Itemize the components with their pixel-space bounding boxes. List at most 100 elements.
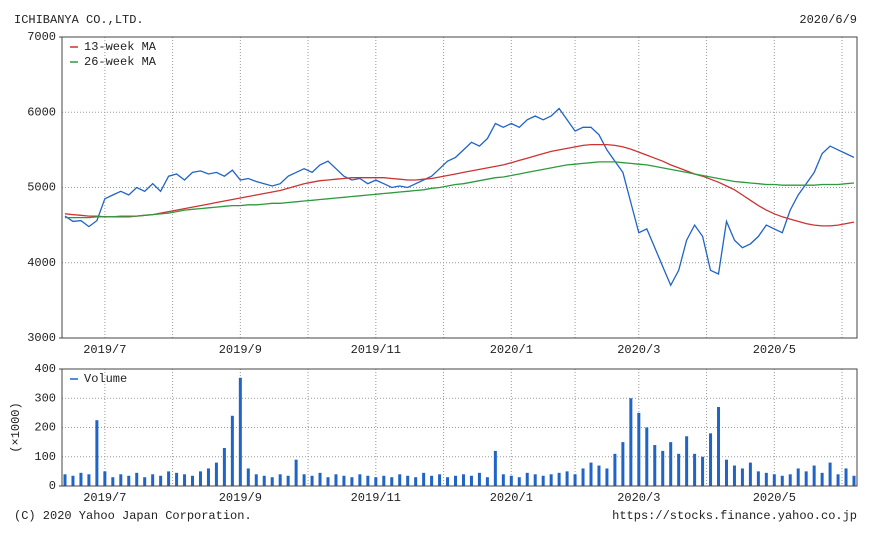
volume-bar: [661, 450, 665, 486]
volume-bar: [844, 468, 848, 486]
volume-bar: [796, 468, 800, 486]
volume-bar: [780, 475, 784, 486]
y-tick-label: 400: [34, 362, 56, 376]
price-line: [64, 143, 855, 227]
volume-bar: [454, 475, 458, 486]
volume-bar: [677, 453, 681, 486]
volume-bar: [310, 475, 314, 486]
chart-date: 2020/6/9: [799, 13, 857, 27]
volume-bar: [374, 477, 378, 486]
legend-label: 13-week MA: [84, 40, 157, 54]
volume-bar: [509, 475, 513, 486]
volume-bar: [772, 474, 776, 486]
volume-bar: [724, 459, 728, 486]
volume-bar: [477, 472, 481, 486]
x-tick-label: 2019/11: [351, 343, 401, 357]
volume-bar: [294, 459, 298, 486]
volume-bar: [549, 474, 553, 486]
volume-bar: [398, 474, 402, 486]
volume-bar: [517, 477, 521, 486]
y-tick-label: 5000: [27, 181, 56, 195]
volume-bar: [637, 412, 641, 486]
company-name: ICHIBANYA CO.,LTD.: [14, 13, 144, 27]
volume-bar: [87, 474, 91, 486]
y-tick-label: 200: [34, 421, 56, 435]
volume-bar: [111, 477, 115, 486]
volume-bar: [238, 377, 242, 486]
volume-bar: [230, 415, 234, 486]
volume-bar: [318, 472, 322, 486]
volume-bar: [159, 475, 163, 486]
volume-bar: [709, 433, 713, 486]
volume-bar: [629, 398, 633, 486]
volume-bar: [852, 475, 856, 486]
volume-bar: [804, 471, 808, 486]
plot-frame: [61, 368, 858, 487]
volume-bar: [533, 474, 537, 486]
volume-bar: [438, 474, 442, 486]
volume-bar: [525, 472, 529, 486]
x-tick-label: 2020/3: [617, 343, 660, 357]
volume-bar: [485, 477, 489, 486]
legend-label: Volume: [84, 372, 127, 386]
x-tick-label: 2020/3: [617, 491, 660, 505]
y-tick-label: 0: [49, 479, 56, 493]
volume-bar: [701, 456, 705, 486]
volume-bar: [693, 453, 697, 486]
volume-bar: [382, 475, 386, 486]
volume-bar: [836, 474, 840, 486]
volume-bar: [740, 468, 744, 486]
volume-bar: [645, 427, 649, 486]
x-tick-label: 2019/7: [83, 491, 126, 505]
volume-bar: [717, 407, 721, 486]
volume-bar: [191, 475, 195, 486]
x-tick-label: 2020/5: [753, 491, 796, 505]
volume-bar: [342, 475, 346, 486]
y-axis-label: (×1000): [9, 402, 23, 452]
source-url: https://stocks.finance.yahoo.co.jp: [612, 509, 857, 523]
volume-bar: [446, 477, 450, 486]
volume-bar: [541, 475, 545, 486]
volume-bar: [358, 474, 362, 486]
volume-bar: [573, 474, 577, 486]
volume-bar: [557, 472, 561, 486]
volume-bar: [214, 462, 218, 486]
price-line: [65, 161, 855, 219]
volume-bar: [103, 471, 107, 486]
y-tick-label: 4000: [27, 256, 56, 270]
x-tick-label: 2019/7: [83, 343, 126, 357]
volume-bar: [95, 420, 99, 486]
volume-bar: [764, 472, 768, 486]
volume-bar: [469, 475, 473, 486]
volume-bar: [262, 475, 266, 486]
volume-bar: [613, 453, 617, 486]
volume-bar: [286, 475, 290, 486]
volume-bar: [685, 436, 689, 486]
volume-bar: [127, 475, 131, 486]
volume-bar: [167, 471, 171, 486]
volume-bar: [175, 472, 179, 486]
volume-bar: [71, 475, 75, 486]
y-tick-label: 6000: [27, 105, 56, 119]
volume-bar: [653, 445, 657, 486]
volume-bar: [350, 477, 354, 486]
volume-bar: [406, 475, 410, 486]
copyright: (C) 2020 Yahoo Japan Corporation.: [14, 509, 252, 523]
volume-bar: [414, 477, 418, 486]
volume-bar: [756, 471, 760, 486]
volume-bar: [334, 474, 338, 486]
y-tick-label: 100: [34, 450, 56, 464]
volume-bar: [589, 462, 593, 486]
volume-bar: [812, 465, 816, 486]
y-tick-label: 300: [34, 391, 56, 405]
volume-bar: [302, 474, 306, 486]
volume-bar: [430, 475, 434, 486]
volume-bar: [143, 477, 147, 486]
volume-bar: [621, 442, 625, 486]
volume-bar: [206, 468, 210, 486]
volume-bar: [501, 474, 505, 486]
volume-bar: [461, 474, 465, 486]
volume-bar: [246, 468, 250, 486]
volume-bar: [788, 474, 792, 486]
volume-bar: [390, 477, 394, 486]
